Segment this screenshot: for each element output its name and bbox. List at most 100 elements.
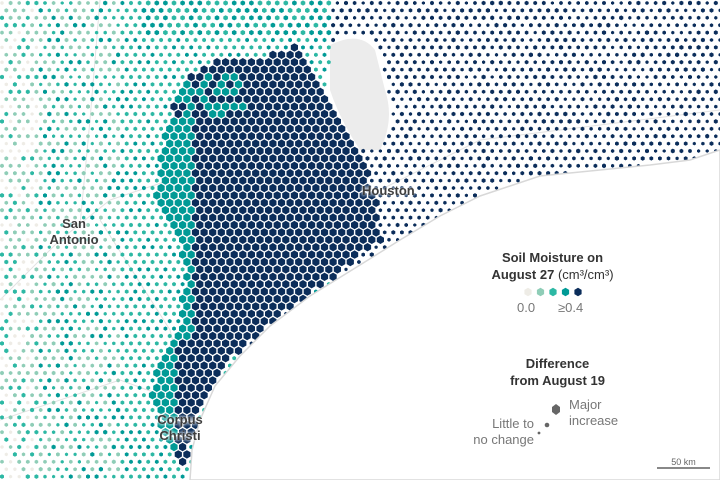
moisture-hex (355, 228, 363, 237)
moisture-hex (56, 334, 60, 338)
moisture-hex (56, 230, 60, 235)
moisture-hex (56, 452, 60, 457)
moisture-hex (286, 95, 294, 104)
moisture-hex (107, 126, 112, 131)
moisture-hex (417, 156, 422, 161)
moisture-hex (692, 82, 696, 87)
moisture-hex (158, 22, 164, 28)
moisture-hex (413, 16, 417, 20)
moisture-hex (4, 52, 9, 57)
moisture-hex (533, 149, 537, 153)
moisture-hex (252, 80, 260, 89)
moisture-hex (282, 102, 290, 111)
moisture-hex (269, 109, 277, 119)
moisture-hex (51, 267, 56, 272)
moisture-hex (243, 228, 251, 237)
moisture-hex (68, 252, 73, 257)
moisture-hex (200, 154, 208, 163)
moisture-hex (99, 437, 103, 442)
moisture-hex (99, 274, 103, 279)
moisture-hex (490, 15, 495, 21)
moisture-hex (524, 89, 529, 94)
moisture-hex (13, 349, 17, 353)
moisture-hex (585, 15, 589, 20)
moisture-hex (230, 294, 238, 304)
moisture-hex (378, 178, 383, 183)
moisture-hex (73, 452, 77, 457)
moisture-hex (25, 89, 30, 95)
moisture-hex (38, 274, 43, 279)
moisture-hex (163, 252, 168, 257)
moisture-hex (290, 132, 298, 141)
moisture-hex (490, 30, 495, 35)
moisture-hex (303, 213, 311, 222)
moisture-hex (8, 45, 13, 50)
moisture-hex (243, 169, 251, 178)
moisture-hex (145, 30, 151, 36)
moisture-hex (305, 52, 310, 57)
moisture-hex (197, 60, 202, 65)
moisture-hex (191, 154, 200, 163)
moisture-hex (163, 311, 168, 316)
moisture-hex (434, 126, 439, 131)
moisture-hex (174, 391, 182, 400)
moisture-hex (47, 348, 51, 353)
moisture-hex (77, 134, 81, 139)
moisture-hex (64, 408, 69, 412)
moisture-hex (183, 376, 191, 385)
moisture-hex (154, 163, 159, 168)
moisture-hex (473, 104, 477, 109)
moisture-hex (34, 45, 38, 50)
moisture-hex (554, 37, 559, 43)
moisture-hex (295, 154, 303, 163)
moisture-hex (252, 183, 260, 193)
moisture-hex (447, 1, 451, 5)
moisture-hex (516, 178, 520, 183)
moisture-hex (64, 67, 69, 72)
moisture-hex (662, 60, 667, 65)
moisture-hex (56, 260, 60, 264)
moisture-hex (34, 311, 39, 316)
moisture-hex (60, 148, 65, 154)
moisture-hex (176, 259, 181, 265)
moisture-hex (541, 119, 546, 124)
moisture-hex (60, 341, 65, 346)
moisture-hex (21, 422, 26, 428)
moisture-hex (116, 363, 120, 368)
moisture-hex (696, 0, 701, 6)
moisture-hex (137, 444, 142, 450)
moisture-hex (619, 104, 623, 109)
moisture-hex (4, 259, 9, 265)
moisture-hex (193, 7, 198, 13)
moisture-hex (90, 156, 95, 161)
moisture-hex (567, 1, 572, 5)
moisture-hex (103, 208, 107, 213)
moisture-hex (174, 198, 182, 207)
moisture-hex (623, 126, 628, 131)
moisture-hex (90, 38, 95, 42)
moisture-hex (226, 331, 234, 341)
moisture-hex (183, 109, 191, 119)
moisture-hex (243, 243, 251, 252)
moisture-hex (299, 206, 307, 215)
moisture-hex (34, 60, 39, 65)
moisture-hex (296, 37, 301, 43)
moisture-hex (234, 317, 243, 326)
moisture-hex (174, 405, 182, 415)
moisture-hex (81, 22, 86, 28)
moisture-hex (645, 148, 649, 154)
moisture-hex (124, 185, 129, 191)
moisture-hex (230, 161, 238, 170)
moisture-hex (477, 111, 482, 117)
moisture-hex (308, 72, 316, 82)
moisture-hex (481, 89, 486, 94)
moisture-hex (404, 60, 409, 65)
moisture-hex (684, 38, 688, 42)
moisture-hex (701, 126, 705, 131)
moisture-hex (60, 60, 64, 65)
moisture-hex (64, 245, 69, 249)
moisture-hex (8, 445, 13, 449)
moisture-hex (26, 415, 30, 420)
moisture-hex (163, 30, 168, 36)
moisture-hex (56, 304, 60, 309)
